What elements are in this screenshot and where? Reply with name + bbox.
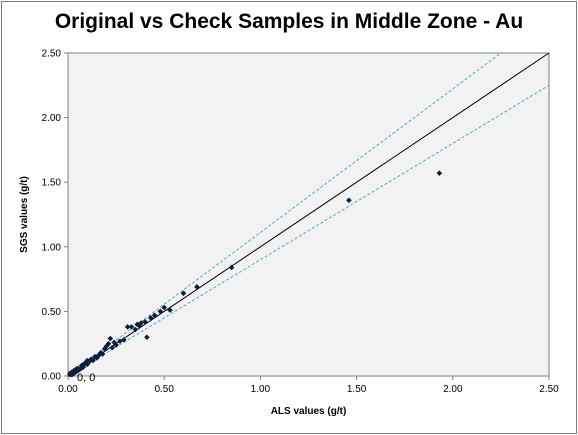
x-tick-label: 1.50 <box>347 384 367 395</box>
x-axis-ticks: 0.00 0.50 1.00 1.50 2.00 2.50 <box>58 376 559 395</box>
data-point <box>128 324 135 330</box>
tolerance-line <box>67 84 550 377</box>
data-point <box>167 307 173 313</box>
data-point <box>142 318 148 325</box>
x-tick-label: 1.00 <box>251 384 271 395</box>
data-point <box>136 322 142 329</box>
data-point <box>228 264 235 271</box>
data-point <box>151 312 158 319</box>
data-point <box>111 339 117 346</box>
data-point <box>84 361 91 368</box>
data-point <box>180 290 187 297</box>
data-point <box>157 308 164 315</box>
data-point <box>90 357 96 364</box>
data-point <box>144 334 150 341</box>
data-point <box>124 324 131 330</box>
data-point <box>74 365 81 372</box>
data-point <box>346 197 352 204</box>
data-point <box>194 284 200 290</box>
data-point <box>161 304 167 311</box>
data-point <box>101 346 108 352</box>
y-tick-label: 2.50 <box>42 49 62 60</box>
data-point <box>105 340 112 347</box>
x-tick-label: 2.50 <box>539 384 559 395</box>
y-tick-label: 0.50 <box>42 307 62 318</box>
x-tick-label: 2.00 <box>443 384 463 395</box>
data-points <box>67 170 443 378</box>
data-point <box>76 366 83 373</box>
x-axis-label: ALS values (g/t) <box>271 406 347 417</box>
data-point <box>107 335 114 342</box>
reference-line <box>67 52 550 377</box>
data-point <box>436 170 443 176</box>
data-point <box>80 361 87 368</box>
x-tick-label: 0.50 <box>154 384 174 395</box>
data-point <box>132 326 139 333</box>
y-axis-ticks: 0.00 0.50 1.00 1.50 2.00 2.50 <box>42 49 68 383</box>
data-point <box>138 320 144 326</box>
data-point <box>97 349 104 356</box>
x-tick-label: 0.00 <box>58 384 78 395</box>
y-tick-label: 2.00 <box>42 113 62 124</box>
data-point <box>120 337 127 343</box>
data-point <box>99 351 106 357</box>
origin-annotation: 0, 0 <box>77 372 95 384</box>
data-point <box>147 315 154 321</box>
y-tick-label: 1.00 <box>42 242 62 253</box>
y-tick-label: 1.50 <box>42 178 62 189</box>
data-point <box>109 344 116 351</box>
y-tick-label: 0.00 <box>42 372 62 383</box>
data-point <box>113 342 119 348</box>
chart-title: Original vs Check Samples in Middle Zone… <box>54 10 524 33</box>
y-axis-label: SGS values (g/t) <box>19 176 30 253</box>
